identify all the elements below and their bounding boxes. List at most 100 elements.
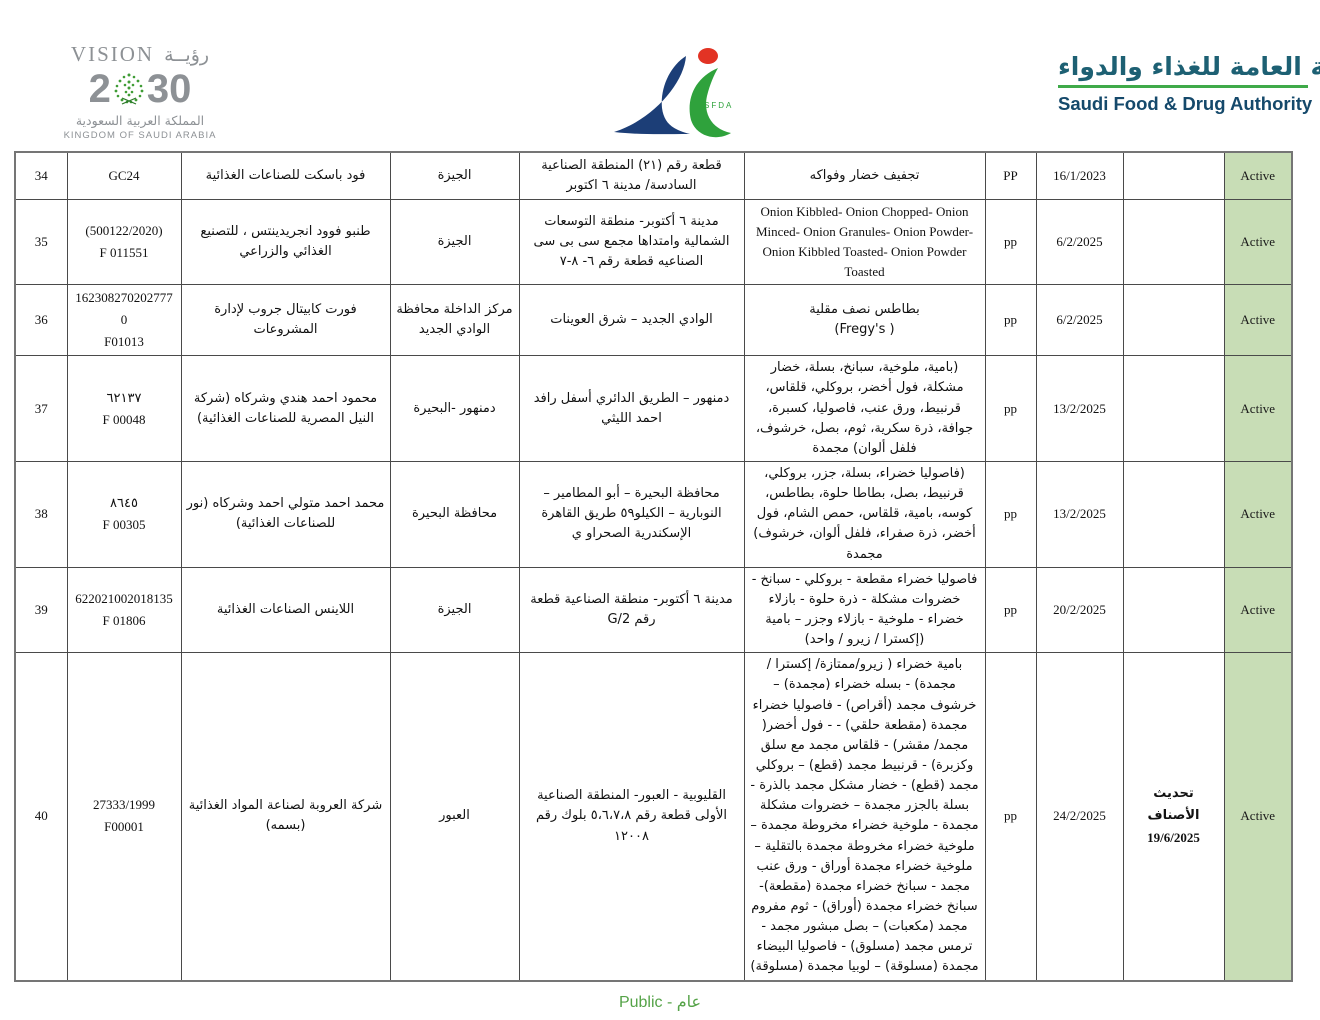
cell-note <box>1122 355 1225 463</box>
cell-row-number: 35 <box>14 198 68 286</box>
status-badge: Active <box>1223 355 1293 463</box>
cell-date: 6/2/2025 <box>1035 284 1124 357</box>
license-line1: ٨٦٤٥ <box>110 495 138 511</box>
year-digit-2: 2 <box>88 67 111 111</box>
cell-city: الجيزة <box>389 198 520 286</box>
sfda-wordmark: الهيئة العامة للغذاء والدواء Saudi Food … <box>1058 52 1320 115</box>
cell-date: 16/1/2023 <box>1035 151 1124 200</box>
license-line1: (500122/2020) <box>85 222 163 238</box>
cell-address: القليوبية - العبور- المنطقة الصناعية الأ… <box>518 652 745 982</box>
cell-license: ٦٢١٣٧ F 00048 <box>66 355 182 463</box>
products-line2: ( Fregy's) <box>834 322 895 338</box>
saudi-palm-emblem-icon <box>114 73 144 105</box>
footer-public-ar: عام <box>676 992 702 1011</box>
cell-license: 27333/1999 F00001 <box>66 652 182 982</box>
cell-pp: pp <box>984 461 1037 568</box>
cell-note <box>1122 566 1225 654</box>
table-row: 36 1623082702027770 F01013 فورت كابيتال ج… <box>14 284 1293 357</box>
cell-license: ٨٦٤٥ F 00305 <box>66 461 182 568</box>
cell-pp: pp <box>984 284 1037 357</box>
cell-products: Onion Kibbled- Onion Chopped- Onion Minc… <box>743 198 986 286</box>
table-row: 40 27333/1999 F00001 شركة العروبة لصناعة … <box>14 652 1293 982</box>
cell-products: (بامية، ملوخية، سبانخ، بسلة، خضار مشكلة،… <box>743 355 986 463</box>
note-line1: تحديث الأصناف <box>1147 786 1200 824</box>
status-badge: Active <box>1223 652 1293 982</box>
cell-row-number: 40 <box>14 652 68 982</box>
license-line1: ٦٢١٣٧ <box>106 389 142 405</box>
cell-city: دمنهور -البحيرة <box>389 355 520 463</box>
products-line1: تجفيف خضار وفواكه <box>809 167 920 183</box>
table-row: 39 622021002018135 F 01806 اللاينس الصناع… <box>14 566 1293 654</box>
cell-date: 24/2/2025 <box>1035 652 1124 982</box>
table-row: 37 ٦٢١٣٧ F 00048 محمود احمد هندي وشركاه (… <box>14 355 1293 463</box>
kingdom-english-label: KINGDOM OF SAUDI ARABIA <box>63 130 217 141</box>
status-badge: Active <box>1223 151 1293 200</box>
cell-note <box>1122 284 1225 357</box>
kingdom-arabic-label: المملكة العربية السعودية <box>75 113 205 128</box>
cell-note <box>1122 151 1225 200</box>
products-line1: (فاصوليا خضراء، بسلة، جزر، بروكلي، قرنبي… <box>753 466 976 562</box>
cell-city: مركز الداخلة محافظة الوادي الجديد <box>389 284 520 357</box>
vision-word-arabic: رؤيــة <box>164 44 210 66</box>
footer-public-en: Public <box>618 994 663 1011</box>
cell-company: محمد احمد متولي احمد وشركاه (نور للصناعا… <box>180 461 391 568</box>
sfda-english-title: Saudi Food & Drug Authority <box>1058 93 1313 114</box>
license-line2: F 011551 <box>99 244 149 260</box>
sfda-emblem-icon: SFDA <box>614 48 733 138</box>
vision-2030-logo: VISION رؤيــة 2 30 المملكة العربية السعو <box>55 42 225 141</box>
cell-license: 1623082702027770 F01013 <box>66 284 182 357</box>
cell-products: بامية خضراء ( زيرو/ممتازة/ إكسترا /مجمدة… <box>743 652 986 982</box>
license-line2: F 00048 <box>102 411 146 427</box>
cell-row-number: 39 <box>14 566 68 654</box>
cell-address: دمنهور – الطريق الدائري أسفل رافد احمد ا… <box>518 355 745 463</box>
license-line2: F 00305 <box>102 517 146 533</box>
products-line1: بامية خضراء ( زيرو/ممتازة/ إكسترا /مجمدة… <box>750 657 979 975</box>
cell-company: شركة العروبة لصناعة المواد الغذائية (بسم… <box>180 652 391 982</box>
cell-city: الجيزة <box>389 151 520 200</box>
table-row: 38 ٨٦٤٥ F 00305 محمد احمد متولي احمد وشرك… <box>14 461 1293 568</box>
cell-products: بطاطس نصف مقلية ( Fregy's) <box>743 284 986 357</box>
cell-company: محمود احمد هندي وشركاه (شركة النيل المصر… <box>180 355 391 463</box>
cell-city: الجيزة <box>389 566 520 654</box>
cell-row-number: 37 <box>14 355 68 463</box>
cell-row-number: 36 <box>14 284 68 357</box>
year-digits-30: 30 <box>146 67 192 111</box>
cell-pp: pp <box>984 355 1037 463</box>
cell-note <box>1122 461 1225 568</box>
sfda-emblem-logo: SFDA <box>600 40 760 153</box>
sfda-arabic-title: الهيئة العامة للغذاء والدواء <box>1058 52 1320 81</box>
footer-separator: - <box>662 994 677 1011</box>
classification-footer: Public - عام <box>0 992 1320 1012</box>
cell-note: تحديث الأصناف 19/6/2025 <box>1122 652 1225 982</box>
cell-pp: pp <box>984 566 1037 654</box>
cell-products: فاصوليا خضراء مقطعة - بروكلي - سبانخ - خ… <box>743 566 986 654</box>
cell-products: (فاصوليا خضراء، بسلة، جزر، بروكلي، قرنبي… <box>743 461 986 568</box>
green-rule <box>1058 85 1308 88</box>
cell-date: 13/2/2025 <box>1035 461 1124 568</box>
sfda-emblem-label: SFDA <box>704 101 733 110</box>
cell-pp: pp <box>984 198 1037 286</box>
cell-company: فورت كابيتال جروب لإدارة المشروعات <box>180 284 391 357</box>
cell-city: العبور <box>389 652 520 982</box>
cell-address: مدينة ٦ أكتوبر- منطقة التوسعات الشمالية … <box>518 198 745 286</box>
license-line1: 622021002018135 <box>75 590 173 606</box>
license-line1: GC24 <box>108 167 140 183</box>
cell-pp: pp <box>984 652 1037 982</box>
license-line2: F 01806 <box>102 613 146 629</box>
cell-date: 20/2/2025 <box>1035 566 1124 654</box>
table-row: 34 GC24 فود باسكت للصناعات الغذائية الجي… <box>14 151 1293 200</box>
status-badge: Active <box>1223 284 1293 357</box>
cell-company: اللاينس الصناعات الغذائية <box>180 566 391 654</box>
products-line1: فاصوليا خضراء مقطعة - بروكلي - سبانخ - خ… <box>751 571 978 648</box>
cell-address: الوادي الجديد – شرق العوينات <box>518 284 745 357</box>
cell-address: محافظة البحيرة – أبو المطامير – النوباري… <box>518 461 745 568</box>
license-line1: 1623082702027770 <box>75 290 173 328</box>
cell-address: قطعة رقم (٢١) المنطقة الصناعية السادسة/ … <box>518 151 745 200</box>
cell-row-number: 38 <box>14 461 68 568</box>
products-line1: بطاطس نصف مقلية <box>809 302 920 318</box>
products-line1: (بامية، ملوخية، سبانخ، بسلة، خضار مشكلة،… <box>755 360 974 456</box>
facilities-table: 34 GC24 فود باسكت للصناعات الغذائية الجي… <box>14 151 1293 982</box>
cell-row-number: 34 <box>14 151 68 200</box>
note-line2: 19/6/2025 <box>1147 830 1200 846</box>
cell-date: 6/2/2025 <box>1035 198 1124 286</box>
